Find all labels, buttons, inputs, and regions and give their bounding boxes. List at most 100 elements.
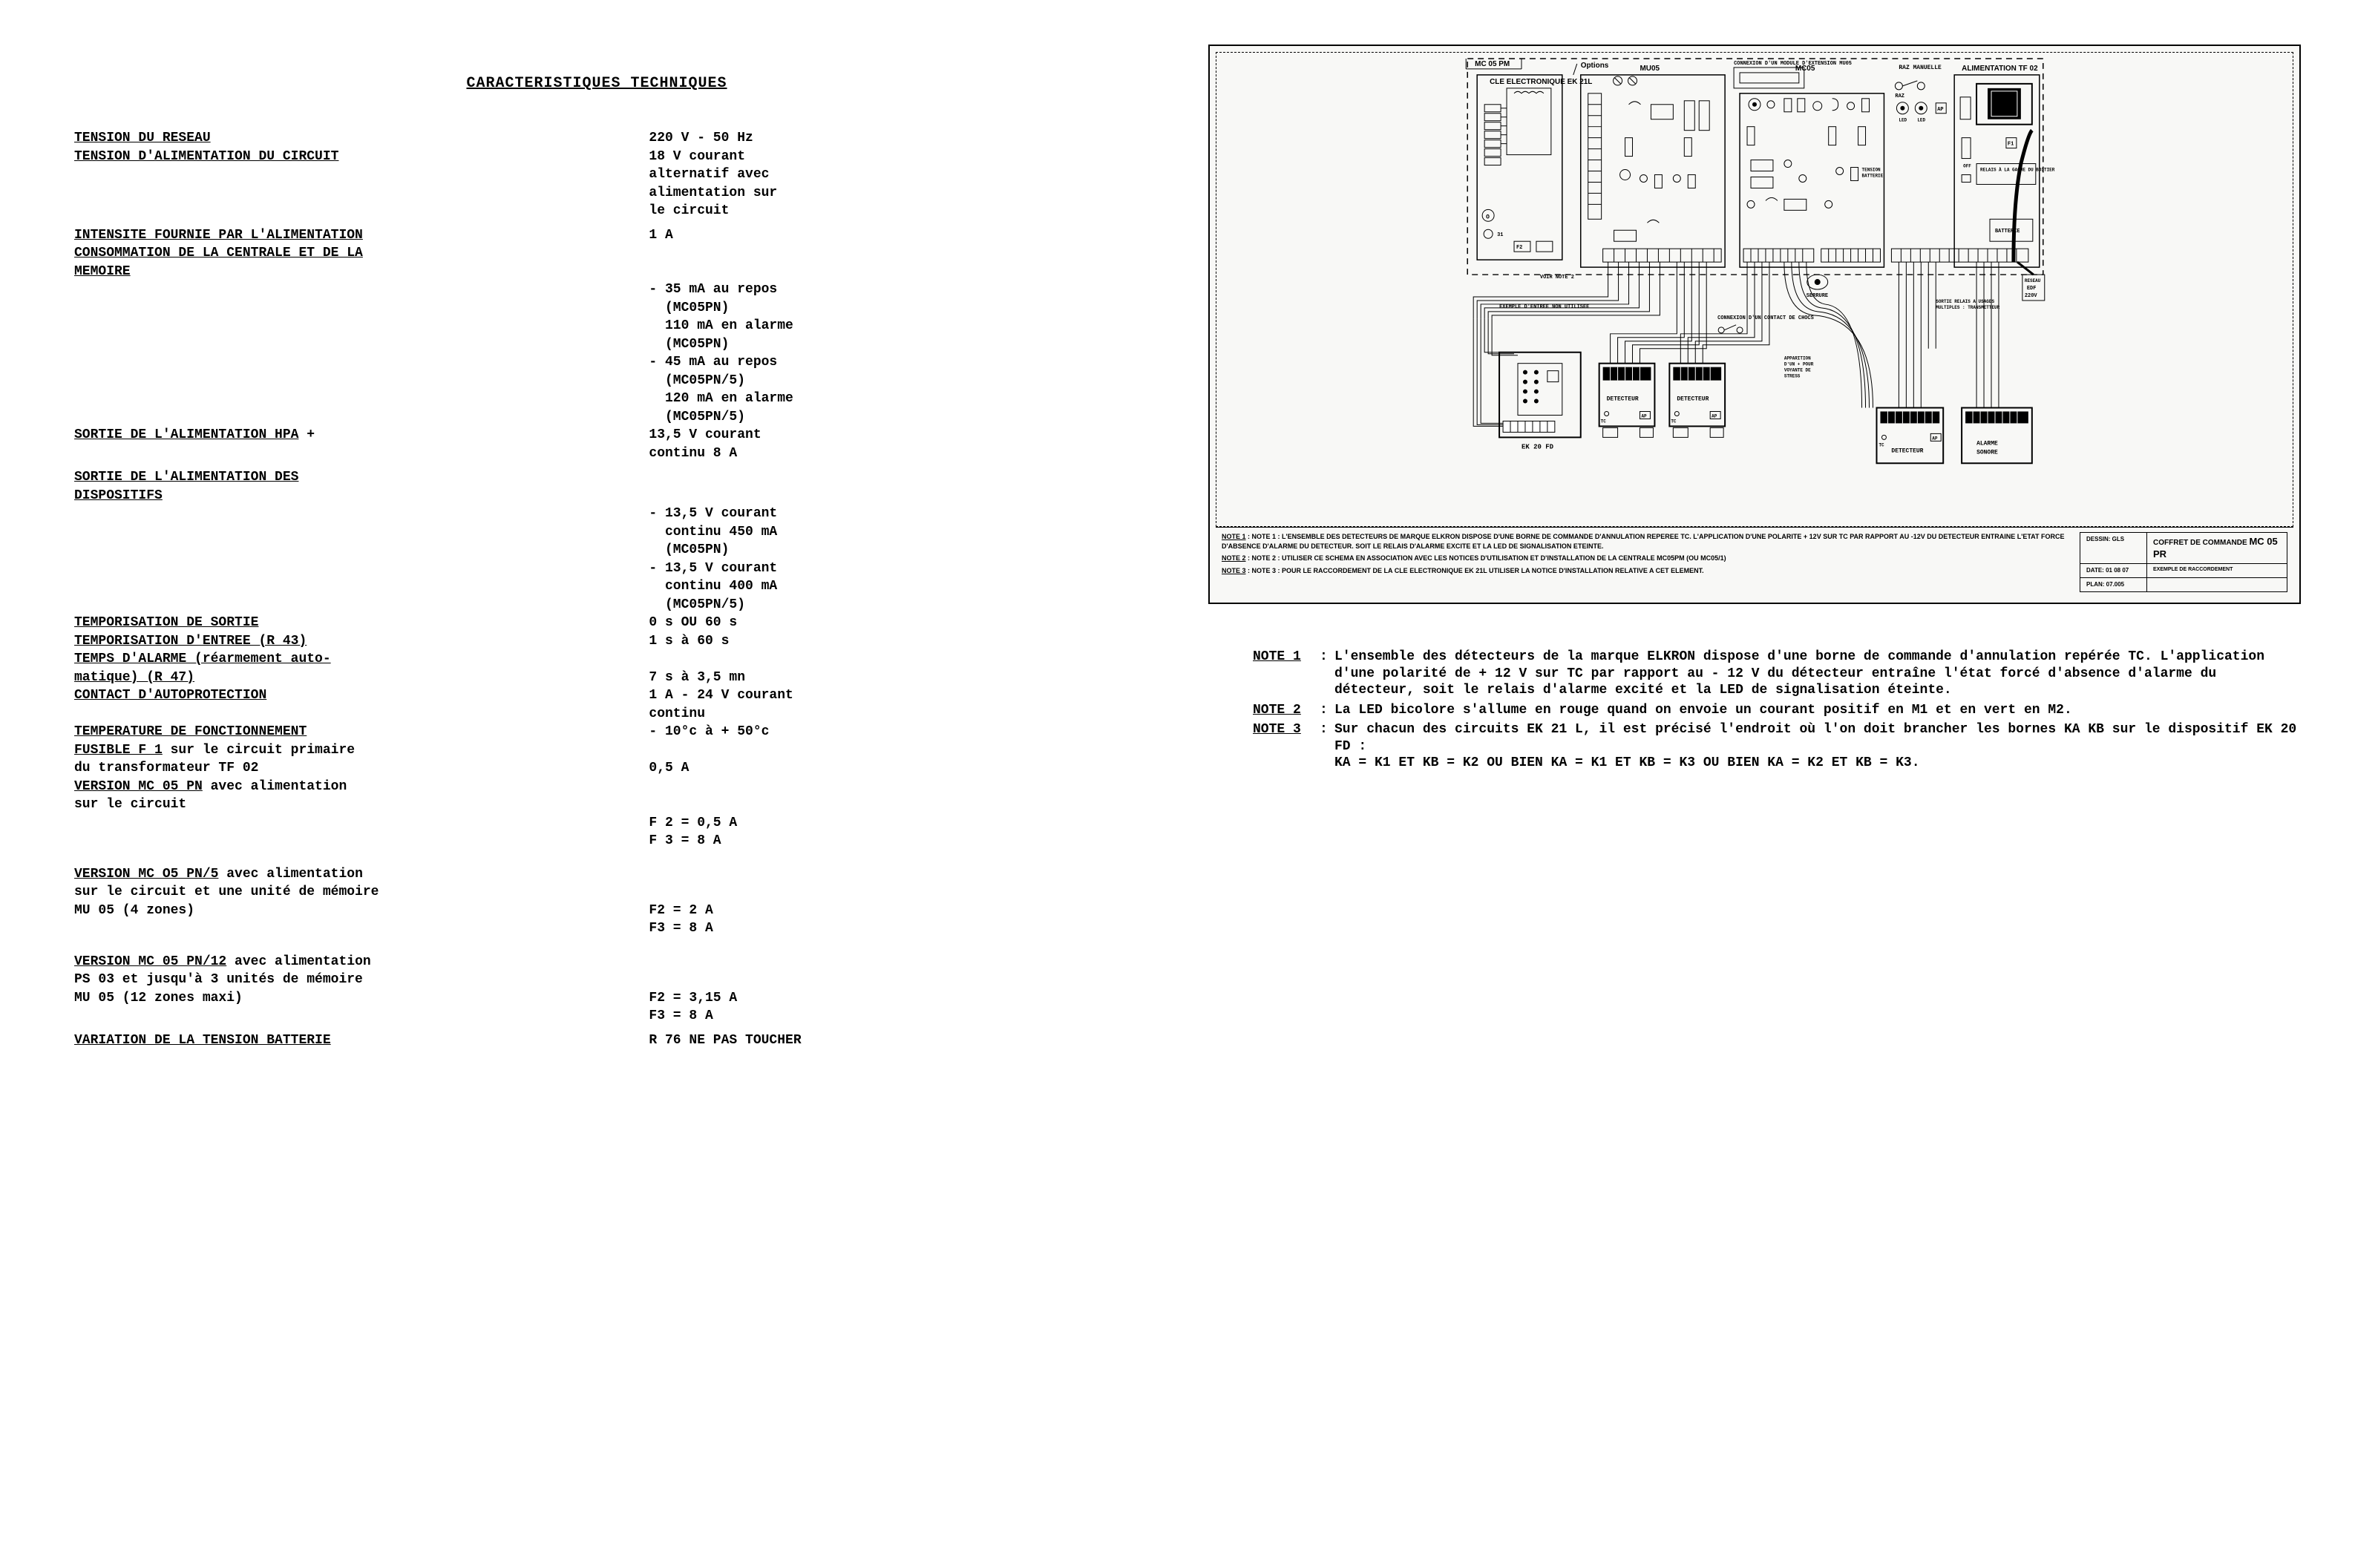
spec-label-cell: sur le circuit et une unité de mémoire xyxy=(74,884,649,901)
schematic-svg: MC 05 PM CLE ELECTRONIQUE EK 21L xyxy=(1216,53,2293,526)
spec-value-cell: F2 = 3,15 A xyxy=(649,990,1119,1007)
spec-label-cell: du transformateur TF 02 xyxy=(74,760,649,777)
svg-text:STRESS: STRESS xyxy=(1784,374,1801,379)
spec-row: (MC05PN) xyxy=(74,300,1119,317)
spec-note: MU 05 (12 zones maxi) xyxy=(74,991,243,1006)
label-ek20fd: EK 20 FD xyxy=(1522,443,1554,450)
spec-row: TENSION DU RESEAU220 V - 50 Hz xyxy=(74,130,1119,147)
svg-text:AP: AP xyxy=(1932,436,1938,441)
spec-label-cell: VERSION MC 05 PN/12 avec alimentation xyxy=(74,954,649,971)
svg-text:F2: F2 xyxy=(1516,245,1522,251)
spec-row: continu xyxy=(74,706,1119,723)
spec-label-cell: TEMPERATURE DE FONCTIONNEMENT xyxy=(74,724,649,741)
spec-label-cell: DISPOSITIFS xyxy=(74,488,649,505)
spec-row: DISPOSITIFS xyxy=(74,488,1119,505)
svg-text:AP: AP xyxy=(1641,413,1647,419)
label-raz: RAZ MANUELLE xyxy=(1899,65,1942,71)
spec-value-cell: 1 A - 24 V courant xyxy=(649,687,1119,704)
spec-label: SORTIE DE L'ALIMENTATION DES xyxy=(74,470,298,485)
label-cle: CLE ELECTRONIQUE EK 21L xyxy=(1490,78,1592,86)
spec-value-cell: 1 A xyxy=(649,227,1119,244)
spec-label-cell: MU 05 (12 zones maxi) xyxy=(74,990,649,1007)
spec-row: TEMPERATURE DE FONCTIONNEMENT- 10°c à + … xyxy=(74,724,1119,741)
spec-row: (MC05PN) xyxy=(74,542,1119,559)
spec-note: sur le circuit et une unité de mémoire xyxy=(74,885,379,899)
spec-value-cell: continu 400 mA xyxy=(649,578,1119,595)
spec-label: VERSION MC 05 PN/12 xyxy=(74,954,226,969)
diag-note2: NOTE 2 : UTILISER CE SCHEMA EN ASSOCIATI… xyxy=(1252,554,1726,562)
spec-value-cell: continu 450 mA xyxy=(649,524,1119,541)
spec-row: VARIATION DE LA TENSION BATTERIER 76 NE … xyxy=(74,1032,1119,1049)
svg-text:SONORE: SONORE xyxy=(1976,449,1998,456)
wiring-diagram: MC 05 PM CLE ELECTRONIQUE EK 21L xyxy=(1208,45,2301,604)
note-text: L'ensemble des détecteurs de la marque E… xyxy=(1334,649,2301,699)
spec-row: MEMOIRE xyxy=(74,263,1119,281)
label-reseau: RESEAU xyxy=(2025,278,2041,283)
svg-text:TC: TC xyxy=(1601,419,1607,424)
spec-label-cell: SORTIE DE L'ALIMENTATION DES xyxy=(74,469,649,486)
spec-label: TEMPORISATION D'ENTREE (R 43) xyxy=(74,634,307,649)
spec-row: MU 05 (12 zones maxi) F2 = 3,15 A xyxy=(74,990,1119,1007)
spec-row: VERSION MC 05 PN/12 avec alimentation xyxy=(74,954,1119,971)
spec-value-cell: 120 mA en alarme xyxy=(649,390,1119,407)
label-apparition: APPARITION xyxy=(1784,356,1811,361)
spec-label: FUSIBLE F 1 xyxy=(74,743,163,758)
spec-label: SORTIE DE L'ALIMENTATION HPA xyxy=(74,427,298,442)
spec-value-cell: 0 s OU 60 s xyxy=(649,614,1119,632)
spec-value-cell: - 13,5 V courant xyxy=(649,560,1119,577)
spec-row: CONTACT D'AUTOPROTECTION1 A - 24 V coura… xyxy=(74,687,1119,704)
spec-row: (MC05PN/5) xyxy=(74,409,1119,426)
spec-value-cell: F 2 = 0,5 A xyxy=(649,815,1119,832)
spec-row: - 35 mA au repos xyxy=(74,281,1119,298)
spec-note: PS 03 et jusqu'à 3 unités de mémoire xyxy=(74,972,363,987)
notes-section: NOTE 1:L'ensemble des détecteurs de la m… xyxy=(1208,649,2301,772)
spec-row: CONSOMMATION DE LA CENTRALE ET DE LA xyxy=(74,245,1119,262)
spec-value-cell: continu xyxy=(649,706,1119,723)
left-page: CARACTERISTIQUES TECHNIQUES TENSION DU R… xyxy=(30,30,1134,1065)
spec-row: (MC05PN/5) xyxy=(74,373,1119,390)
spec-row: VERSION MC O5 PN/5 avec alimentation xyxy=(74,866,1119,883)
spec-value-cell: (MC05PN/5) xyxy=(649,373,1119,390)
spec-note: MU 05 (4 zones) xyxy=(74,903,194,918)
spec-row: - 13,5 V courant xyxy=(74,560,1119,577)
spec-row: matique) (R 47)7 s à 3,5 mn xyxy=(74,669,1119,686)
page-title: CARACTERISTIQUES TECHNIQUES xyxy=(74,74,1119,93)
spec-label: TENSION DU RESEAU xyxy=(74,131,211,145)
page-container: CARACTERISTIQUES TECHNIQUES TENSION DU R… xyxy=(30,30,2330,1065)
label-batterie: BATTERIE xyxy=(1995,229,2020,234)
note-text: Sur chacun des circuits EK 21 L, il est … xyxy=(1334,721,2301,772)
spec-label: VARIATION DE LA TENSION BATTERIE xyxy=(74,1033,331,1048)
svg-text:BATTERIE: BATTERIE xyxy=(1862,173,1884,178)
diagram-footnotes: NOTE 1 : NOTE 1 : L'ENSEMBLE DES DETECTE… xyxy=(1222,532,2065,592)
spec-label-cell: VERSION MC O5 PN/5 avec alimentation xyxy=(74,866,649,883)
spec-label: VERSION MC 05 PN xyxy=(74,779,203,794)
mu05-terminals xyxy=(1588,105,1602,205)
svg-text:RAZ: RAZ xyxy=(1895,94,1904,99)
spec-label-cell: VARIATION DE LA TENSION BATTERIE xyxy=(74,1032,649,1049)
spec-value-cell: - 35 mA au repos xyxy=(649,281,1119,298)
spec-row: alternatif avec xyxy=(74,166,1119,183)
svg-text:AP: AP xyxy=(1712,413,1717,419)
spec-row: 110 mA en alarme xyxy=(74,318,1119,335)
svg-text:TENSION: TENSION xyxy=(1862,168,1881,173)
spec-row: le circuit xyxy=(74,203,1119,220)
spec-label: VERSION MC O5 PN/5 xyxy=(74,867,218,882)
label-det3: DETECTEUR xyxy=(1891,447,1923,454)
spec-label: matique) (R 47) xyxy=(74,670,194,685)
spec-value-cell: (MC05PN) xyxy=(649,542,1119,559)
spec-label-cell: MU 05 (4 zones) xyxy=(74,902,649,919)
spec-value-cell: F2 = 2 A xyxy=(649,902,1119,919)
spec-row: VERSION MC 05 PN avec alimentation xyxy=(74,778,1119,796)
spec-row: - 13,5 V courant xyxy=(74,505,1119,522)
spec-row: FUSIBLE F 1 sur le circuit primaire xyxy=(74,742,1119,759)
spec-row: MU 05 (4 zones) F2 = 2 A xyxy=(74,902,1119,919)
spec-label-cell: INTENSITE FOURNIE PAR L'ALIMENTATION xyxy=(74,227,649,244)
spec-label-cell: TENSION DU RESEAU xyxy=(74,130,649,147)
svg-text:O: O xyxy=(1486,214,1490,220)
spec-row: sur le circuit xyxy=(74,796,1119,813)
label-connection: CONNEXION D'UN MODULE D'EXTENSION MU05 xyxy=(1734,61,1852,67)
spec-row: F 2 = 0,5 A xyxy=(74,815,1119,832)
diagram-title-block: DESSIN: GLS COFFRET DE COMMANDE MC 05 PR… xyxy=(2080,532,2287,592)
spec-row: continu 450 mA xyxy=(74,524,1119,541)
spec-label-cell: TEMPS D'ALARME (réarmement auto- xyxy=(74,651,649,668)
